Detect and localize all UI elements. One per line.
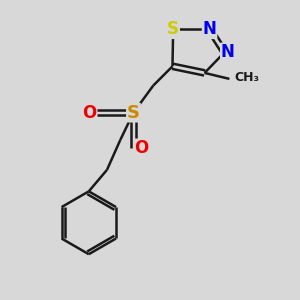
Text: CH₃: CH₃ [234, 71, 259, 84]
Text: N: N [202, 20, 217, 38]
Text: O: O [82, 103, 96, 122]
Text: S: S [167, 20, 179, 38]
Text: N: N [221, 44, 235, 62]
Text: S: S [127, 103, 140, 122]
Text: O: O [135, 139, 149, 157]
